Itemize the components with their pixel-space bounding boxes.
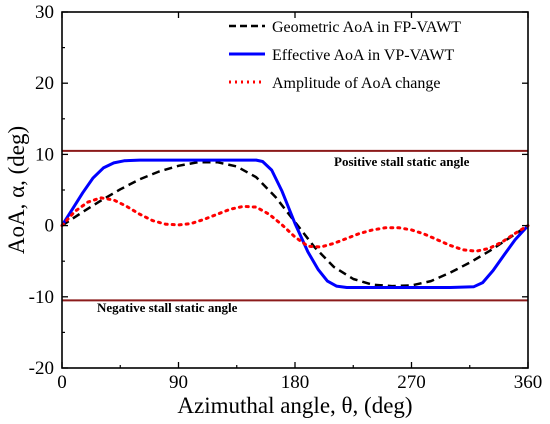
series-line-1 — [60, 158, 530, 289]
y-tick-label: 20 — [35, 73, 54, 94]
x-tick-label: 90 — [169, 372, 188, 393]
x-tick-label: 0 — [57, 372, 67, 393]
x-tick-label: 180 — [281, 372, 310, 393]
legend-label-amplitude: Amplitude of AoA change — [272, 75, 440, 92]
y-tick-label: 0 — [45, 216, 55, 237]
y-tick-label: -10 — [29, 287, 54, 308]
x-ticks: 0 90 180 270 360 — [57, 12, 542, 393]
y-tick-label: 30 — [35, 2, 54, 23]
y-tick-label: 10 — [35, 144, 54, 165]
positive-stall-label: Positive stall static angle — [334, 154, 470, 169]
x-tick-label: 360 — [514, 372, 543, 393]
series-line-2 — [60, 196, 530, 253]
negative-stall-label: Negative stall static angle — [97, 300, 238, 315]
legend-label-geometric: Geometric AoA in FP-VAWT — [272, 19, 461, 36]
x-axis-title: Azimuthal angle, θ, (deg) — [177, 393, 412, 418]
y-tick-label: -20 — [29, 358, 54, 379]
x-tick-label: 270 — [397, 372, 426, 393]
reference-lines — [62, 149, 528, 302]
legend: Geometric AoA in FP-VAWT Effective AoA i… — [229, 19, 461, 92]
legend-label-effective: Effective AoA in VP-VAWT — [272, 47, 454, 64]
y-axis-title: AoA, α, (deg) — [4, 126, 29, 254]
y-ticks: -20 -10 0 10 20 30 — [29, 2, 528, 379]
series-layer — [60, 158, 530, 289]
